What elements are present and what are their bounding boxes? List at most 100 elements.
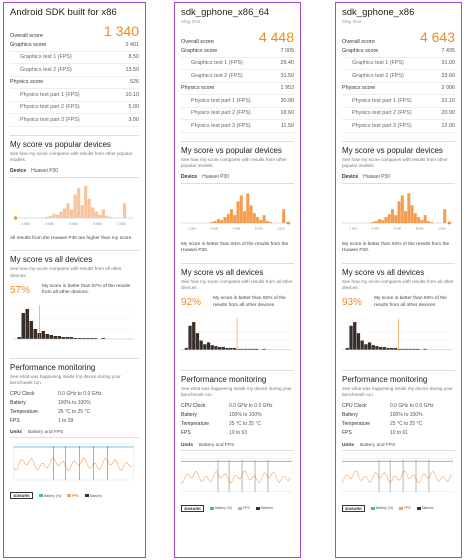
legend-markers: Markers [255, 506, 273, 510]
performance-title: Performance monitoring [181, 375, 267, 385]
cpu-value: 0.0 GHz to 0.0 GHz [58, 390, 102, 397]
battery-row: Battery 100% to 100% [181, 411, 294, 420]
histogram-bar [55, 214, 60, 218]
performance-title: Performance monitoring [10, 362, 96, 372]
fps-label: FPS [342, 430, 352, 436]
panel-frame-2: sdk_gphone_x86_64 Sling Shot Overall sco… [174, 2, 301, 558]
overall-score-row: Overall score 4 643 [342, 29, 455, 45]
cpu-label: CPU Clock [10, 390, 35, 397]
histogram-bar [52, 213, 56, 218]
histogram-bar [85, 337, 90, 339]
graphics-test-1-row: Graphics test 1 (FPS) 8.50 [10, 52, 139, 64]
device-value[interactable]: Huawei P30 [31, 167, 59, 174]
histogram-bar [400, 195, 404, 223]
all-devices-summary: 93% My score is better than 93% of the r… [342, 296, 455, 309]
battery-row: Battery 100% to 100% [342, 411, 455, 420]
device-selector[interactable]: Device Huawei P30 [181, 174, 294, 184]
histogram-bar [262, 349, 266, 350]
units-value[interactable]: Battery and FPS [28, 430, 64, 436]
device-selector[interactable]: Device Huawei P30 [342, 174, 455, 184]
histogram-bar [69, 209, 74, 218]
histogram-bar [262, 215, 266, 223]
physics-test-1-label: Physics test part 1 (FPS) [352, 97, 412, 104]
result-panel: sdk_gphone_x86_64 Sling Shot Overall sco… [175, 3, 300, 512]
all-devices-title: My score vs all devices [10, 255, 93, 265]
graphics-score-row: Graphics score 7 005 [181, 45, 294, 58]
histogram-bar [59, 211, 63, 218]
physics-test-1-value: 30.90 [280, 97, 295, 104]
physics-test-1-row: Physics test part 1 (FPS) 30.90 [181, 95, 294, 108]
performance-description: See what was happening inside my device … [10, 373, 121, 385]
section-divider [10, 350, 139, 359]
overall-score-label: Overall score [181, 39, 214, 45]
battery-label: Battery [10, 399, 26, 406]
device-selector[interactable]: Device Huawei P30 [10, 168, 139, 178]
physics-score-value: 526 [130, 79, 139, 86]
histogram-bar [412, 349, 416, 350]
histogram-bar [236, 349, 240, 350]
histogram-bar [413, 213, 417, 223]
performance-table: CPU Clock 0.0 GHz to 0.0 GHz Battery 100% … [181, 402, 294, 438]
physics-test-3-value: 12.00 [441, 122, 456, 129]
histogram-bar [225, 348, 229, 350]
histogram-bar [61, 336, 66, 339]
histogram-bar [397, 349, 401, 350]
device-value[interactable]: Huawei P30 [202, 173, 230, 180]
physics-test-1-label: Physics test part 1 (FPS) [191, 97, 251, 104]
histogram-bar [243, 211, 247, 223]
device-value[interactable]: Huawei P30 [363, 173, 391, 180]
overall-score-value: 4 448 [258, 29, 294, 45]
performance-line-chart [180, 457, 293, 492]
temperature-value: 25 °C to 25 °C [390, 421, 423, 427]
graphics-score-value: 7 005 [280, 47, 295, 54]
percentile-value: 92% [181, 297, 202, 309]
histogram-bar [387, 214, 391, 223]
performance-legend: 3DMARK Battery (%) FPS Markers [181, 504, 294, 512]
legend-fps: FPS [67, 494, 79, 498]
units-selector[interactable]: Units Battery and FPS [342, 443, 455, 451]
legend-fps: FPS [399, 506, 411, 510]
histogram-bar [98, 214, 102, 218]
benchmark-subtitle: Sling Shot [181, 19, 201, 24]
histogram-bar [221, 347, 225, 350]
performance-line-chart [13, 443, 134, 481]
performance-line-chart [341, 457, 454, 492]
histogram-bar [233, 215, 237, 223]
popular-devices-title: My score vs popular devices [181, 145, 282, 155]
all-devices-description: See how my score compares with results f… [10, 266, 122, 278]
overall-score-value: 4 643 [419, 29, 455, 45]
histogram-bar [17, 336, 22, 339]
my-score-marker [286, 221, 290, 225]
histogram-bar [188, 325, 192, 350]
histogram-bar [105, 215, 109, 218]
tick-label: 2 000 [349, 226, 357, 230]
histogram-bar [236, 201, 240, 223]
physics-score-label: Physics score [10, 79, 44, 86]
temperature-label: Temperature [181, 421, 210, 427]
units-value[interactable]: Battery and FPS [360, 442, 396, 448]
overall-score-label: Overall score [342, 39, 375, 45]
histogram-bar [101, 337, 106, 339]
units-selector[interactable]: Units Battery and FPS [10, 430, 139, 439]
histogram-bar [240, 349, 244, 350]
units-value[interactable]: Battery and FPS [199, 442, 235, 448]
device-key: Device [342, 173, 359, 180]
percentile-value: 93% [342, 297, 363, 309]
3dmark-logo: 3DMARK [181, 504, 205, 512]
percentile-text: My score is better than 93% of the resul… [374, 296, 447, 308]
physics-test-3-label: Physics test part 3 (FPS) [352, 122, 412, 129]
histogram-bar [195, 333, 200, 350]
tick-label: 4 000 [211, 226, 219, 230]
histogram-bar [45, 333, 50, 339]
physics-test-3-row: Physics test part 3 (FPS) 12.00 [342, 120, 455, 133]
histogram-bar [255, 349, 259, 350]
tick-label: 6 000 [70, 222, 78, 226]
graphics-test-1-label: Graphics test 1 (FPS) [352, 60, 404, 67]
histogram-bar [49, 334, 54, 339]
histogram-bar [53, 335, 58, 339]
histogram-bar [213, 220, 217, 223]
histogram-bar [390, 209, 394, 223]
units-selector[interactable]: Units Battery and FPS [181, 443, 294, 451]
tick-label: 1 000 [438, 226, 446, 230]
histogram-bar [77, 188, 81, 218]
